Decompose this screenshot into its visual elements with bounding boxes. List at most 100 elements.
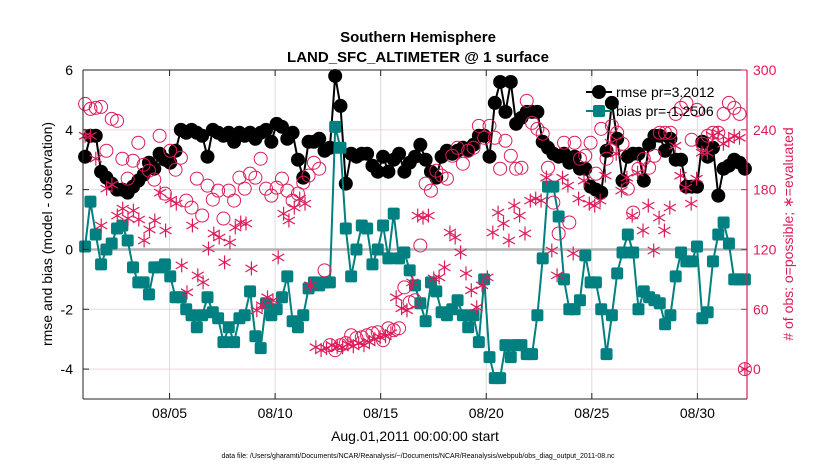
chart-title-line1: Southern Hemisphere (340, 29, 496, 46)
rmse-point (274, 119, 289, 134)
possible-obs-point (173, 150, 188, 165)
asterisk-stroke (223, 238, 237, 247)
bias-point (244, 285, 257, 298)
rmse-point (312, 131, 327, 146)
asterisk-stroke (529, 194, 543, 203)
evaluated-obs-point (700, 145, 714, 160)
asterisk-stroke (245, 264, 258, 273)
evaluated-obs-point (733, 130, 746, 145)
possible-obs-point (493, 161, 508, 176)
asterisk-stroke (282, 216, 296, 225)
rmse-point (487, 95, 502, 110)
evaluated-obs-point (105, 177, 119, 192)
asterisk-stroke (690, 174, 703, 183)
evaluated-obs-point (636, 223, 650, 238)
bias-point (573, 294, 586, 307)
rmse-point (636, 173, 651, 188)
rmse-point (285, 125, 300, 140)
y-tick-label-right: 120 (753, 241, 777, 257)
possible-obs-point (503, 148, 518, 163)
evaluated-obs-point (239, 216, 253, 231)
possible-obs-point (551, 226, 566, 241)
bias-point (366, 258, 379, 271)
rmse-point (370, 164, 385, 179)
bias-point (89, 228, 102, 241)
evaluated-obs-point (534, 193, 548, 208)
asterisk-stroke (647, 246, 661, 255)
possible-obs-point (211, 183, 226, 198)
bias-point (595, 303, 608, 316)
rmse-point (259, 122, 274, 137)
bias-point (547, 180, 560, 193)
bias-point (79, 240, 92, 253)
possible-obs-point (477, 130, 492, 145)
possible-obs-point (296, 175, 311, 190)
evaluated-obs-point (271, 250, 285, 265)
possible-obs-point (184, 200, 199, 215)
evaluated-obs-point (722, 132, 736, 147)
possible-obs-point (535, 126, 550, 141)
evaluated-obs-point (684, 196, 698, 211)
bias-point (339, 222, 352, 235)
y-tick-label: 4 (65, 122, 73, 138)
asterisk-stroke (212, 233, 226, 242)
evaluated-obs-point (110, 208, 124, 223)
bias-point (158, 258, 171, 271)
rmse-point (264, 134, 279, 149)
bias-point (685, 255, 698, 268)
x-tick-label: 08/15 (363, 405, 398, 421)
possible-obs-point (88, 100, 103, 115)
bias-point (371, 243, 384, 256)
evaluated-obs-point (459, 266, 473, 281)
asterisk-stroke (277, 209, 290, 218)
asterisk-stroke (550, 271, 564, 280)
bias-point (297, 309, 310, 322)
asterisk-stroke (132, 215, 146, 224)
possible-obs-point (509, 161, 524, 176)
bias-point (116, 219, 129, 232)
evaluated-obs-point (298, 196, 312, 211)
evaluated-obs-point (266, 293, 280, 308)
asterisk-stroke (668, 141, 682, 150)
possible-obs-point (312, 161, 327, 176)
y-tick-label-right: 60 (753, 301, 769, 317)
possible-obs-point (131, 135, 146, 150)
rmse-point (296, 170, 311, 185)
bias-point (238, 309, 251, 322)
bias-point (382, 252, 395, 265)
y-axis-label: rmse and bias (model - observation) (39, 122, 55, 346)
possible-obs-point (679, 95, 694, 110)
bias-point (717, 216, 730, 229)
legend-rmse-label: rmse pr=3.2012 (616, 84, 715, 100)
bias-point (499, 339, 512, 352)
bias-point (398, 246, 411, 259)
possible-obs-point (408, 293, 422, 308)
asterisk-stroke (100, 184, 113, 193)
asterisk-stroke (304, 281, 317, 290)
bias-point (611, 267, 624, 280)
possible-obs-point (519, 93, 534, 108)
bias-point (531, 309, 544, 322)
asterisk-stroke (652, 213, 666, 222)
rmse-point (408, 149, 422, 164)
asterisk-stroke (94, 221, 108, 230)
possible-obs-point (195, 208, 210, 223)
asterisk-stroke (663, 203, 677, 212)
bias-point (329, 120, 342, 133)
asterisk-stroke (566, 249, 580, 258)
bias-point (190, 321, 203, 334)
evaluated-obs-point (454, 245, 467, 260)
asterisk-stroke (330, 343, 344, 352)
asterisk-stroke (186, 221, 199, 230)
bias-point (419, 315, 432, 328)
data-marks (78, 68, 752, 385)
asterisk-stroke (599, 171, 612, 180)
evaluated-obs-point (405, 275, 419, 290)
rmse-point (594, 185, 609, 200)
evaluated-obs-point (228, 220, 242, 235)
evaluated-obs-point (196, 275, 210, 290)
evaluated-obs-point (486, 225, 500, 240)
asterisk-stroke (722, 135, 736, 144)
rmse-point (631, 146, 646, 161)
